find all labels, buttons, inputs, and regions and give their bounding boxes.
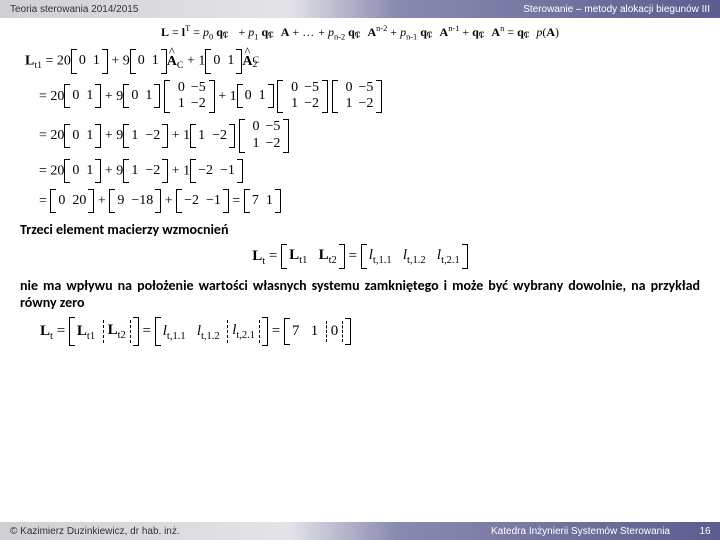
header-left: Teoria sterowania 2014/2015 — [10, 4, 138, 15]
footer-page-number: 16 — [690, 526, 720, 537]
text-paragraph-2: nie ma wpływu na położenie wartości włas… — [20, 277, 700, 311]
text-paragraph-1: Trzeci element macierzy wzmocnień — [20, 221, 700, 238]
slide-content: L = lT = p0 qTC + p1 qTC A + … + pn-2 qT… — [20, 22, 700, 518]
slide-header: Teoria sterowania 2014/2015 Sterowanie –… — [0, 0, 720, 18]
header-right: Sterowanie – metody alokacji biegunów II… — [523, 4, 710, 15]
deriv-line-1: Lt1 = 200 1 + 90 1AC + 10 1A2C — [25, 49, 700, 73]
formula-mid: Lt = Lt1 Lt2 = lt,1.1 lt,1.2 lt,2.1 — [20, 244, 700, 269]
slide-footer: © Kazimierz Duzinkiewicz, dr hab. inż. K… — [0, 522, 720, 540]
formula-bottom: Lt = Lt1 Lt2 = lt,1.1 lt,1.2 lt,2.1 = 7 … — [40, 317, 700, 346]
deriv-line-4: = 200 1 + 91 −2 + 1−2 −1 — [25, 159, 700, 183]
deriv-line-2: = 200 1 + 90 1 0−51−2 + 10 1 0−51−2 0−51… — [25, 80, 700, 114]
deriv-line-3: = 200 1 + 91 −2 + 11 −2 0−51−2 — [25, 119, 700, 153]
derivation-block: Lt1 = 200 1 + 90 1AC + 10 1A2C = 200 1 +… — [25, 49, 700, 213]
footer-left: © Kazimierz Duzinkiewicz, dr hab. inż. — [0, 526, 340, 537]
footer-center: Katedra Inżynierii Systemów Sterowania — [340, 526, 690, 537]
deriv-line-5: = 0 20 + 9 −18 + −2 −1 = 7 1 — [25, 189, 700, 213]
formula-top: L = lT = p0 qTC + p1 qTC A + … + pn-2 qT… — [20, 24, 700, 41]
